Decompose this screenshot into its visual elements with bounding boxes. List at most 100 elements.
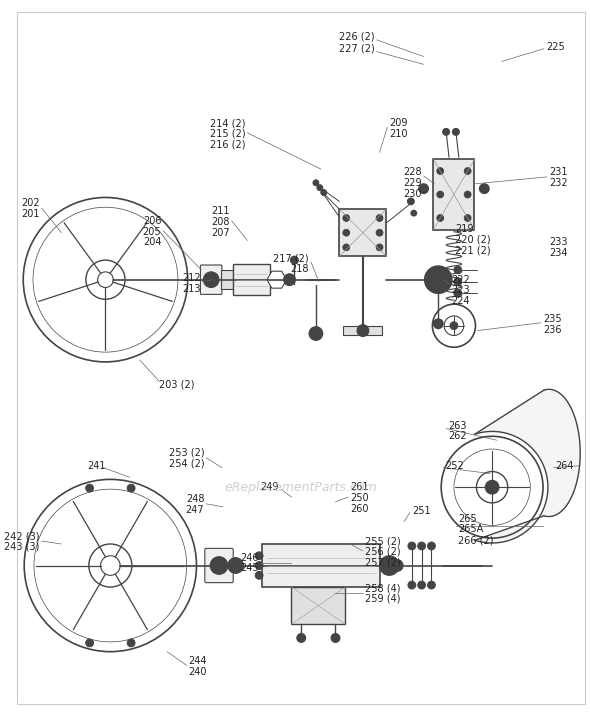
Circle shape: [428, 542, 435, 550]
Circle shape: [428, 581, 435, 589]
Circle shape: [419, 184, 428, 193]
Circle shape: [255, 571, 263, 579]
Bar: [343, 326, 382, 336]
Circle shape: [357, 325, 369, 337]
Circle shape: [408, 198, 414, 205]
Circle shape: [425, 266, 452, 294]
Bar: [262, 544, 379, 587]
Text: 252: 252: [445, 460, 464, 470]
Text: 241: 241: [87, 460, 106, 470]
Circle shape: [480, 184, 489, 193]
Text: 205: 205: [143, 227, 161, 237]
Text: 207: 207: [211, 228, 230, 238]
Text: 227 (2): 227 (2): [339, 44, 375, 54]
Circle shape: [317, 185, 323, 190]
Text: 256 (2): 256 (2): [365, 547, 401, 557]
Circle shape: [343, 229, 350, 236]
Text: 235: 235: [543, 314, 562, 324]
Text: 203 (2): 203 (2): [159, 379, 195, 390]
Circle shape: [442, 128, 450, 135]
Text: 259 (4): 259 (4): [365, 594, 401, 604]
Text: 223: 223: [451, 286, 470, 296]
Circle shape: [309, 326, 323, 340]
Text: 247: 247: [186, 505, 204, 515]
Text: 228: 228: [403, 167, 422, 177]
Text: 249: 249: [260, 482, 278, 492]
Text: 232: 232: [549, 178, 568, 188]
Circle shape: [376, 215, 383, 221]
FancyBboxPatch shape: [201, 265, 222, 294]
Text: 248: 248: [186, 494, 204, 504]
Circle shape: [290, 256, 299, 264]
Circle shape: [255, 552, 263, 560]
Circle shape: [418, 542, 425, 550]
Circle shape: [204, 272, 219, 288]
Text: 260: 260: [350, 504, 369, 514]
Circle shape: [434, 319, 443, 329]
Text: 244: 244: [189, 657, 207, 667]
Text: 245: 245: [241, 563, 259, 574]
Text: 213: 213: [182, 284, 201, 294]
Circle shape: [464, 168, 471, 175]
Text: 250: 250: [350, 493, 369, 503]
Text: 240: 240: [189, 667, 207, 677]
Circle shape: [431, 273, 445, 286]
Text: 258 (4): 258 (4): [365, 583, 401, 593]
Text: 201: 201: [21, 209, 40, 219]
Text: 253 (2): 253 (2): [169, 448, 204, 458]
Circle shape: [454, 289, 462, 297]
Text: 246: 246: [241, 553, 259, 563]
Text: 236: 236: [543, 324, 562, 334]
Text: 204: 204: [143, 238, 161, 248]
Circle shape: [411, 211, 417, 216]
Circle shape: [391, 560, 403, 571]
Text: 230: 230: [403, 188, 422, 198]
Text: 226 (2): 226 (2): [339, 32, 375, 42]
Circle shape: [464, 215, 471, 221]
Text: 209: 209: [389, 118, 408, 128]
Circle shape: [321, 190, 327, 195]
Text: 261: 261: [350, 482, 369, 492]
Text: 210: 210: [389, 129, 408, 139]
Text: 254 (2): 254 (2): [169, 459, 204, 469]
Circle shape: [376, 229, 383, 236]
Circle shape: [408, 542, 416, 550]
Text: 220 (2): 220 (2): [455, 235, 490, 245]
Text: 264: 264: [556, 460, 574, 470]
Text: 231: 231: [549, 167, 568, 177]
Text: 262: 262: [448, 431, 467, 441]
Circle shape: [408, 581, 416, 589]
Text: 234: 234: [549, 248, 568, 258]
Circle shape: [485, 480, 499, 494]
Text: 225: 225: [546, 42, 565, 52]
Text: 208: 208: [211, 217, 230, 227]
Text: 222: 222: [451, 275, 470, 285]
Circle shape: [232, 561, 240, 569]
Text: 212: 212: [182, 273, 201, 283]
Text: 216 (2): 216 (2): [210, 140, 245, 150]
Text: 263: 263: [448, 420, 467, 430]
Text: 214 (2): 214 (2): [210, 118, 245, 128]
Circle shape: [454, 278, 462, 286]
Circle shape: [450, 321, 458, 329]
FancyBboxPatch shape: [205, 548, 233, 583]
Circle shape: [255, 561, 263, 569]
Circle shape: [464, 191, 471, 198]
Text: 257 (2): 257 (2): [365, 558, 401, 568]
Circle shape: [313, 180, 319, 185]
Circle shape: [343, 215, 350, 221]
Circle shape: [127, 639, 135, 647]
Bar: [434, 159, 474, 230]
Text: 229: 229: [403, 178, 422, 188]
Bar: [339, 209, 386, 256]
Circle shape: [376, 244, 383, 251]
Circle shape: [86, 484, 94, 492]
Circle shape: [437, 191, 444, 198]
Bar: [291, 587, 345, 624]
Bar: [221, 270, 232, 289]
Circle shape: [127, 484, 135, 492]
Text: 233: 233: [549, 238, 568, 248]
Circle shape: [210, 557, 228, 574]
Text: 224: 224: [451, 296, 470, 306]
Text: 265A: 265A: [458, 524, 483, 534]
